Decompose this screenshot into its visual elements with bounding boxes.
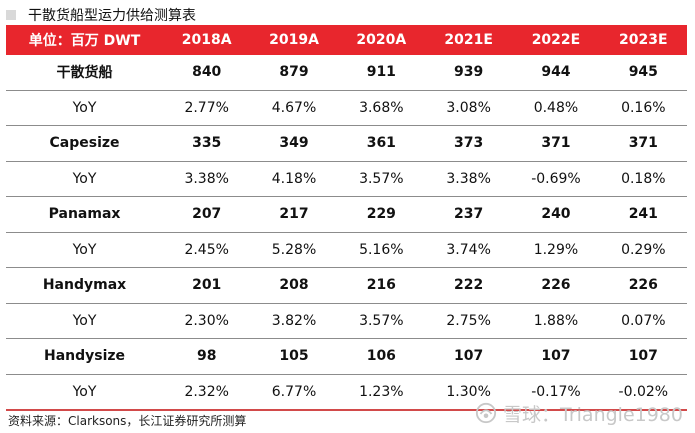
table-cell: 208 — [250, 267, 338, 304]
table-cell: 6.77% — [250, 374, 338, 411]
table-cell: 2.45% — [163, 232, 251, 268]
table-cell: 237 — [424, 196, 513, 233]
table-cell: 107 — [512, 338, 600, 375]
table-row: YoY 2.77% 4.67% 3.68% 3.08% 0.48% 0.16% — [6, 90, 687, 126]
table-cell: 240 — [512, 196, 600, 233]
table-cell: 98 — [163, 338, 251, 375]
table-cell: -0.69% — [512, 161, 600, 197]
table-cell: 2.77% — [163, 90, 251, 126]
year-header: 2022E — [512, 25, 600, 55]
table-cell: 0.07% — [599, 303, 687, 339]
table-cell: 3.38% — [163, 161, 251, 197]
table-cell: 371 — [599, 125, 687, 162]
title-row: 干散货船型运力供给测算表 — [6, 4, 196, 26]
year-header: 2021E — [424, 25, 513, 55]
table-row: YoY 2.32% 6.77% 1.23% 1.30% -0.17% -0.02% — [6, 374, 687, 411]
table-cell: 0.48% — [512, 90, 600, 126]
watermark-text: 雪球：Triangle1980 — [503, 403, 683, 426]
table-cell: 217 — [250, 196, 338, 233]
table-cell: 939 — [424, 55, 513, 91]
table-cell: 3.82% — [250, 303, 338, 339]
table-cell: 226 — [512, 267, 600, 304]
table-cell: 3.68% — [337, 90, 425, 126]
table-cell: 945 — [599, 55, 687, 91]
row-label: Panamax — [6, 196, 164, 233]
table-cell: 222 — [424, 267, 513, 304]
table-cell: 3.38% — [424, 161, 513, 197]
table-header-row: 单位：百万 DWT 2018A 2019A 2020A 2021E 2022E … — [6, 25, 687, 55]
table-row: YoY 3.38% 4.18% 3.57% 3.38% -0.69% 0.18% — [6, 161, 687, 197]
row-label: YoY — [6, 303, 164, 339]
table-cell: 1.29% — [512, 232, 600, 268]
table-cell: 4.67% — [250, 90, 338, 126]
table-row: Capesize 335 349 361 373 371 371 — [6, 125, 687, 162]
table-cell: 2.32% — [163, 374, 251, 411]
table-row: Handymax 201 208 216 222 226 226 — [6, 267, 687, 304]
table-cell: 201 — [163, 267, 251, 304]
table-cell: 3.57% — [337, 303, 425, 339]
table-cell: 1.88% — [512, 303, 600, 339]
table-cell: 105 — [250, 338, 338, 375]
row-label: YoY — [6, 161, 164, 197]
table-cell: 0.29% — [599, 232, 687, 268]
table-cell: 216 — [337, 267, 425, 304]
table-cell: 107 — [424, 338, 513, 375]
table-cell: 944 — [512, 55, 600, 91]
table-cell: -0.02% — [599, 374, 687, 411]
table-cell: 911 — [337, 55, 425, 91]
year-header: 2018A — [163, 25, 251, 55]
table-cell: 4.18% — [250, 161, 338, 197]
table-cell: 107 — [599, 338, 687, 375]
table-cell: 229 — [337, 196, 425, 233]
table-cell: 3.08% — [424, 90, 513, 126]
table-row: YoY 2.30% 3.82% 3.57% 2.75% 1.88% 0.07% — [6, 303, 687, 339]
capacity-table: 单位：百万 DWT 2018A 2019A 2020A 2021E 2022E … — [6, 25, 687, 411]
table-cell: 241 — [599, 196, 687, 233]
table-cell: 349 — [250, 125, 338, 162]
table-cell: 226 — [599, 267, 687, 304]
year-header: 2020A — [337, 25, 425, 55]
table-cell: 840 — [163, 55, 251, 91]
row-label: YoY — [6, 374, 164, 411]
table-cell: 361 — [337, 125, 425, 162]
table-cell: 5.28% — [250, 232, 338, 268]
watermark: 雪球：Triangle1980 — [475, 400, 683, 426]
table-row: 干散货船 840 879 911 939 944 945 — [6, 55, 687, 91]
table-cell: 335 — [163, 125, 251, 162]
year-header: 2023E — [599, 25, 687, 55]
table-row: Panamax 207 217 229 237 240 241 — [6, 196, 687, 233]
table-cell: 879 — [250, 55, 338, 91]
row-label: YoY — [6, 90, 164, 126]
table-cell: 106 — [337, 338, 425, 375]
table-cell: 207 — [163, 196, 251, 233]
title-marker — [6, 10, 16, 20]
table-cell: 371 — [512, 125, 600, 162]
table-cell: 0.16% — [599, 90, 687, 126]
row-label: 干散货船 — [6, 55, 164, 91]
source-note: 资料来源：Clarksons，长江证券研究所测算 — [8, 414, 247, 428]
table-cell: 3.57% — [337, 161, 425, 197]
snowball-logo-icon — [475, 402, 497, 424]
table-cell: -0.17% — [512, 374, 600, 411]
page-title: 干散货船型运力供给测算表 — [28, 8, 196, 24]
table-row: YoY 2.45% 5.28% 5.16% 3.74% 1.29% 0.29% — [6, 232, 687, 268]
table-cell: 0.18% — [599, 161, 687, 197]
row-label: Handymax — [6, 267, 164, 304]
table-cell: 1.23% — [337, 374, 425, 411]
row-label: YoY — [6, 232, 164, 268]
table-cell: 2.75% — [424, 303, 513, 339]
row-label: Capesize — [6, 125, 164, 162]
row-label: Handysize — [6, 338, 164, 375]
table-cell: 1.30% — [424, 374, 513, 411]
table-cell: 373 — [424, 125, 513, 162]
year-header: 2019A — [250, 25, 338, 55]
table-cell: 5.16% — [337, 232, 425, 268]
table-cell: 3.74% — [424, 232, 513, 268]
table-row: Handysize 98 105 106 107 107 107 — [6, 338, 687, 375]
table-cell: 2.30% — [163, 303, 251, 339]
unit-header: 单位：百万 DWT — [6, 25, 164, 55]
